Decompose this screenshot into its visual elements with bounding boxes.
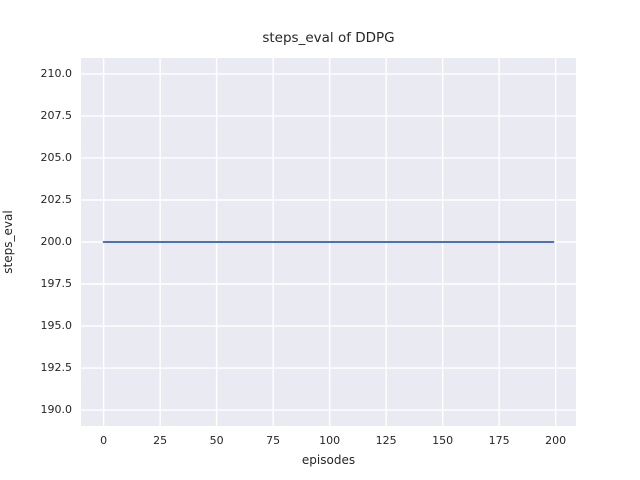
y-tick-label: 210.0: [40, 66, 73, 80]
x-tick-label: 200: [545, 434, 567, 447]
x-tick-label: 0: [100, 434, 108, 447]
x-tick-label: 75: [266, 434, 281, 447]
y-tick-label: 205.0: [40, 150, 73, 164]
x-tick-label: 25: [153, 434, 168, 447]
x-axis-label: episodes: [301, 453, 356, 467]
x-tick-label: 150: [432, 434, 454, 447]
y-tick-label: 202.5: [40, 192, 73, 206]
y-tick-label: 190.0: [40, 403, 73, 417]
x-tick-label: 50: [209, 434, 224, 447]
y-tick-label: 207.5: [40, 108, 73, 122]
y-tick-label: 192.5: [40, 361, 73, 375]
x-tick-label: 175: [488, 434, 510, 447]
y-tick-label: 195.0: [40, 319, 73, 333]
chart-title: steps_eval of DDPG: [262, 30, 395, 46]
y-tick-label: 200.0: [40, 235, 73, 248]
x-tick-label: 100: [319, 434, 341, 447]
x-tick-label: 125: [375, 434, 397, 447]
y-tick-label: 197.5: [40, 277, 73, 290]
